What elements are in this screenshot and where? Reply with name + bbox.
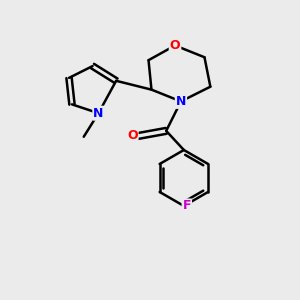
Text: N: N	[93, 107, 104, 120]
Text: O: O	[170, 39, 180, 52]
Text: N: N	[176, 95, 186, 108]
Text: F: F	[183, 200, 191, 212]
Text: O: O	[127, 129, 138, 142]
